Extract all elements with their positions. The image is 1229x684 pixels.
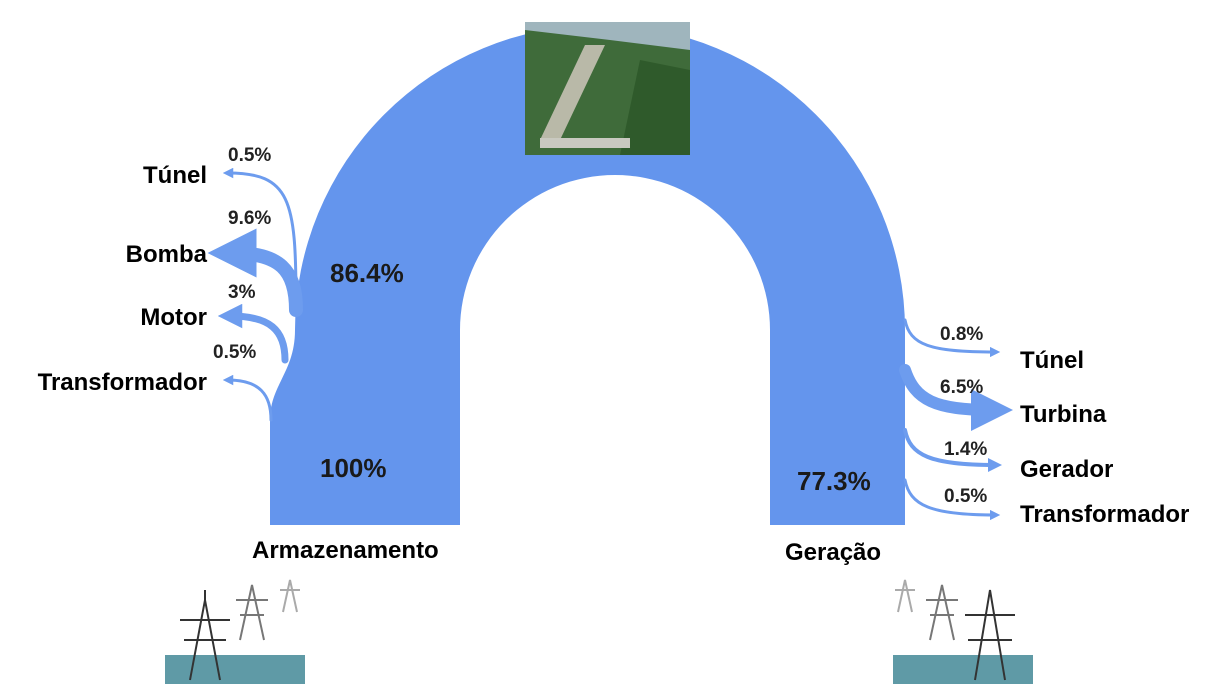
stage-label: Armazenamento xyxy=(252,537,439,564)
loss-flow xyxy=(903,478,1001,521)
loss-value: 0.8% xyxy=(940,324,983,345)
loss-value: 3% xyxy=(228,282,256,303)
transmission-towers xyxy=(180,579,1015,681)
loss-flow xyxy=(222,374,273,422)
ground xyxy=(893,655,1033,684)
stage-label: Geração xyxy=(785,539,881,566)
loss-label: Bomba xyxy=(126,241,208,268)
loss-value: 9.6% xyxy=(228,208,271,229)
loss-flow xyxy=(903,318,1001,358)
loss-flow xyxy=(899,364,1013,431)
flow-value: 86.4% xyxy=(330,258,404,288)
loss-value: 0.5% xyxy=(944,486,987,507)
loss-label: Motor xyxy=(140,304,207,331)
loss-value: 0.5% xyxy=(228,145,271,166)
loss-value: 0.5% xyxy=(213,342,256,363)
dam-photo xyxy=(525,22,690,155)
loss-label: Transformador xyxy=(38,369,207,396)
energy-flow-arch xyxy=(270,25,905,525)
loss-value: 6.5% xyxy=(940,377,983,398)
loss-flow xyxy=(217,303,289,364)
loss-label: Túnel xyxy=(1020,347,1084,374)
loss-label: Turbina xyxy=(1020,401,1107,428)
loss-label: Transformador xyxy=(1020,501,1189,528)
flow-value: 100% xyxy=(320,453,387,483)
loss-flow xyxy=(903,428,1002,472)
loss-value: 1.4% xyxy=(944,439,987,460)
loss-label: Túnel xyxy=(143,162,207,189)
loss-flow xyxy=(222,167,298,302)
flow-value: 77.3% xyxy=(797,466,871,496)
ground xyxy=(165,655,305,684)
loss-label: Gerador xyxy=(1020,456,1113,483)
loss-flow xyxy=(207,228,303,317)
